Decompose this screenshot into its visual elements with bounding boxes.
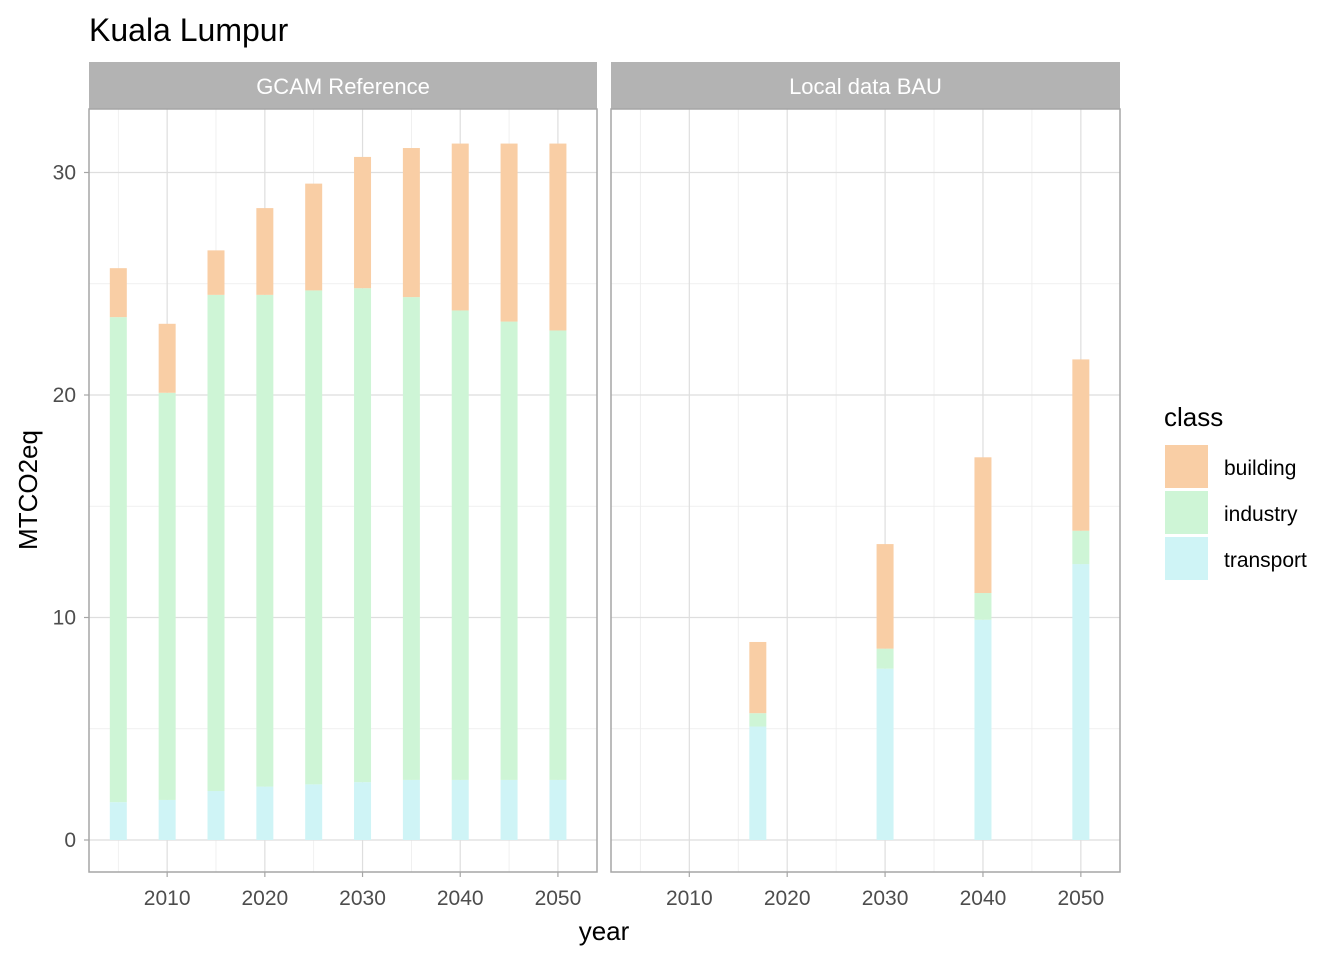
legend-key-transport bbox=[1165, 537, 1208, 580]
facet-strip-label: GCAM Reference bbox=[256, 74, 430, 99]
bar-building-2015 bbox=[207, 250, 225, 295]
legend-label-transport: transport bbox=[1224, 549, 1307, 572]
bar-industry-2050 bbox=[549, 330, 567, 780]
bar-transport-2010 bbox=[158, 799, 176, 840]
facet-strip bbox=[89, 62, 597, 109]
chart-title: Kuala Lumpur bbox=[89, 12, 289, 48]
bar-transport-2015 bbox=[207, 791, 225, 840]
bar-transport-2020 bbox=[256, 786, 274, 840]
bar-building-2025 bbox=[305, 183, 323, 291]
y-tick-label: 30 bbox=[53, 162, 76, 185]
bar-transport-2040 bbox=[974, 619, 992, 840]
bar-transport-2050 bbox=[1072, 564, 1090, 840]
bar-transport-2045 bbox=[500, 779, 518, 840]
legend-title: class bbox=[1164, 402, 1223, 432]
facet-strip bbox=[611, 62, 1120, 109]
x-tick-label: 2050 bbox=[535, 887, 582, 910]
bar-industry-2035 bbox=[402, 297, 420, 780]
x-tick-label: 2040 bbox=[960, 887, 1007, 910]
bar-industry-2020 bbox=[256, 294, 274, 787]
bar-transport-2005 bbox=[109, 802, 127, 840]
bar-industry-2015 bbox=[207, 294, 225, 792]
legend-label-industry: industry bbox=[1224, 503, 1298, 526]
bar-building-2030 bbox=[354, 156, 372, 289]
bar-transport-2035 bbox=[402, 779, 420, 840]
bar-transport-2030 bbox=[354, 782, 372, 840]
legend: class building industry transport bbox=[1164, 402, 1307, 580]
bar-building-2020 bbox=[256, 208, 274, 295]
bar-industry-2050 bbox=[1072, 530, 1090, 565]
bar-transport-2017 bbox=[749, 726, 767, 840]
bar-building-2040 bbox=[451, 143, 469, 311]
bar-building-2030 bbox=[876, 544, 894, 649]
bar-industry-2005 bbox=[109, 317, 127, 803]
bar-industry-2030 bbox=[876, 648, 894, 669]
bar-transport-2040 bbox=[451, 779, 469, 840]
x-tick-label: 2010 bbox=[666, 887, 713, 910]
facet-strip-label: Local data BAU bbox=[789, 74, 942, 99]
bar-industry-2025 bbox=[305, 290, 323, 785]
x-tick-label: 2020 bbox=[764, 887, 811, 910]
bar-building-2005 bbox=[109, 268, 127, 318]
bar-industry-2040 bbox=[974, 593, 992, 620]
x-tick-label: 2050 bbox=[1057, 887, 1104, 910]
y-axis-title: MTCO2eq bbox=[13, 430, 43, 550]
legend-key-industry bbox=[1165, 491, 1208, 534]
bar-building-2017 bbox=[749, 641, 767, 714]
x-tick-label: 2020 bbox=[241, 887, 288, 910]
x-axis-title: year bbox=[579, 916, 630, 946]
bar-building-2010 bbox=[158, 323, 176, 393]
bar-industry-2045 bbox=[500, 321, 518, 780]
panel-border bbox=[610, 108, 1121, 873]
bar-building-2050 bbox=[1072, 359, 1090, 531]
bar-industry-2017 bbox=[749, 713, 767, 727]
x-tick-label: 2030 bbox=[862, 887, 909, 910]
y-tick-label: 20 bbox=[53, 384, 76, 407]
bar-building-2035 bbox=[402, 148, 420, 298]
bar-industry-2040 bbox=[451, 310, 469, 780]
y-tick-label: 0 bbox=[64, 829, 76, 852]
bar-industry-2030 bbox=[354, 288, 372, 783]
bar-transport-2030 bbox=[876, 668, 894, 840]
panel-border bbox=[88, 108, 598, 873]
bar-industry-2010 bbox=[158, 392, 176, 800]
bar-building-2040 bbox=[974, 457, 992, 594]
panel-2: Local data BAU 2010 2020 2030 2040 2050 bbox=[610, 62, 1121, 910]
bar-building-2045 bbox=[500, 143, 518, 322]
legend-key-building bbox=[1165, 445, 1208, 488]
y-tick-label: 10 bbox=[53, 607, 76, 630]
bar-building-2050 bbox=[549, 143, 567, 331]
x-tick-label: 2010 bbox=[144, 887, 191, 910]
x-tick-label: 2040 bbox=[437, 887, 484, 910]
x-tick-label: 2030 bbox=[339, 887, 386, 910]
bar-transport-2025 bbox=[305, 784, 323, 840]
bar-transport-2050 bbox=[549, 779, 567, 840]
legend-label-building: building bbox=[1224, 457, 1296, 480]
